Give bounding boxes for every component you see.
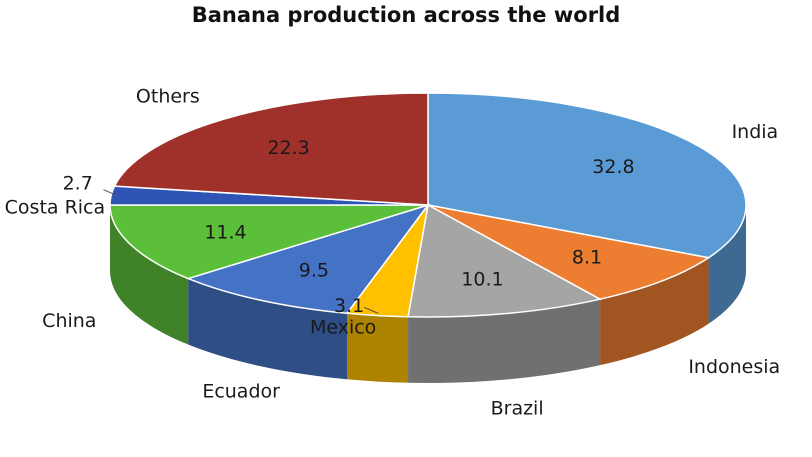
data-label-india: 32.8	[592, 156, 634, 178]
data-label-ecuador: 9.5	[299, 260, 329, 282]
category-label-china: China	[42, 310, 96, 332]
slice-india	[427, 92, 747, 259]
category-labels: India Indonesia Brazil Mexico Ecuador China Co…	[5, 85, 781, 419]
slice-side-mexico	[346, 313, 409, 383]
slice-ecuador	[185, 203, 430, 315]
chart-title: Banana production across the world	[191, 3, 621, 27]
data-label-mexico: 3.1	[334, 295, 364, 317]
category-label-mexico: Mexico	[310, 317, 376, 339]
slice-others	[113, 92, 429, 206]
slice-indonesia	[427, 204, 711, 300]
category-label-indonesia: Indonesia	[688, 356, 780, 378]
data-label-others: 22.3	[267, 137, 309, 159]
category-label-ecuador: Ecuador	[202, 381, 280, 403]
slice-china	[109, 204, 429, 280]
leader-line-costa-rica	[103, 189, 118, 197]
slice-brazil	[407, 203, 603, 318]
category-label-others: Others	[136, 85, 200, 107]
pie-sides	[110, 205, 746, 383]
data-label-indonesia: 8.1	[572, 247, 602, 269]
data-label-china: 11.4	[204, 222, 246, 244]
data-label-costa-rica: 2.7	[63, 172, 93, 194]
slice-side-indonesia	[600, 257, 709, 366]
data-labels: 32.8 8.1 10.1 3.19.5 11.4 2.7 22.3	[63, 137, 635, 317]
category-label-india: India	[732, 121, 779, 143]
leader-line-mexico	[364, 306, 379, 314]
pie-slices	[109, 92, 747, 318]
slice-side-ecuador	[188, 278, 347, 380]
slice-side-india	[708, 205, 746, 324]
slice-side-china	[110, 205, 189, 345]
category-label-brazil: Brazil	[491, 397, 544, 419]
slice-side-brazil	[408, 299, 601, 383]
category-label-costa-rica: Costa Rica	[5, 197, 106, 219]
data-label-brazil: 10.1	[461, 269, 503, 291]
